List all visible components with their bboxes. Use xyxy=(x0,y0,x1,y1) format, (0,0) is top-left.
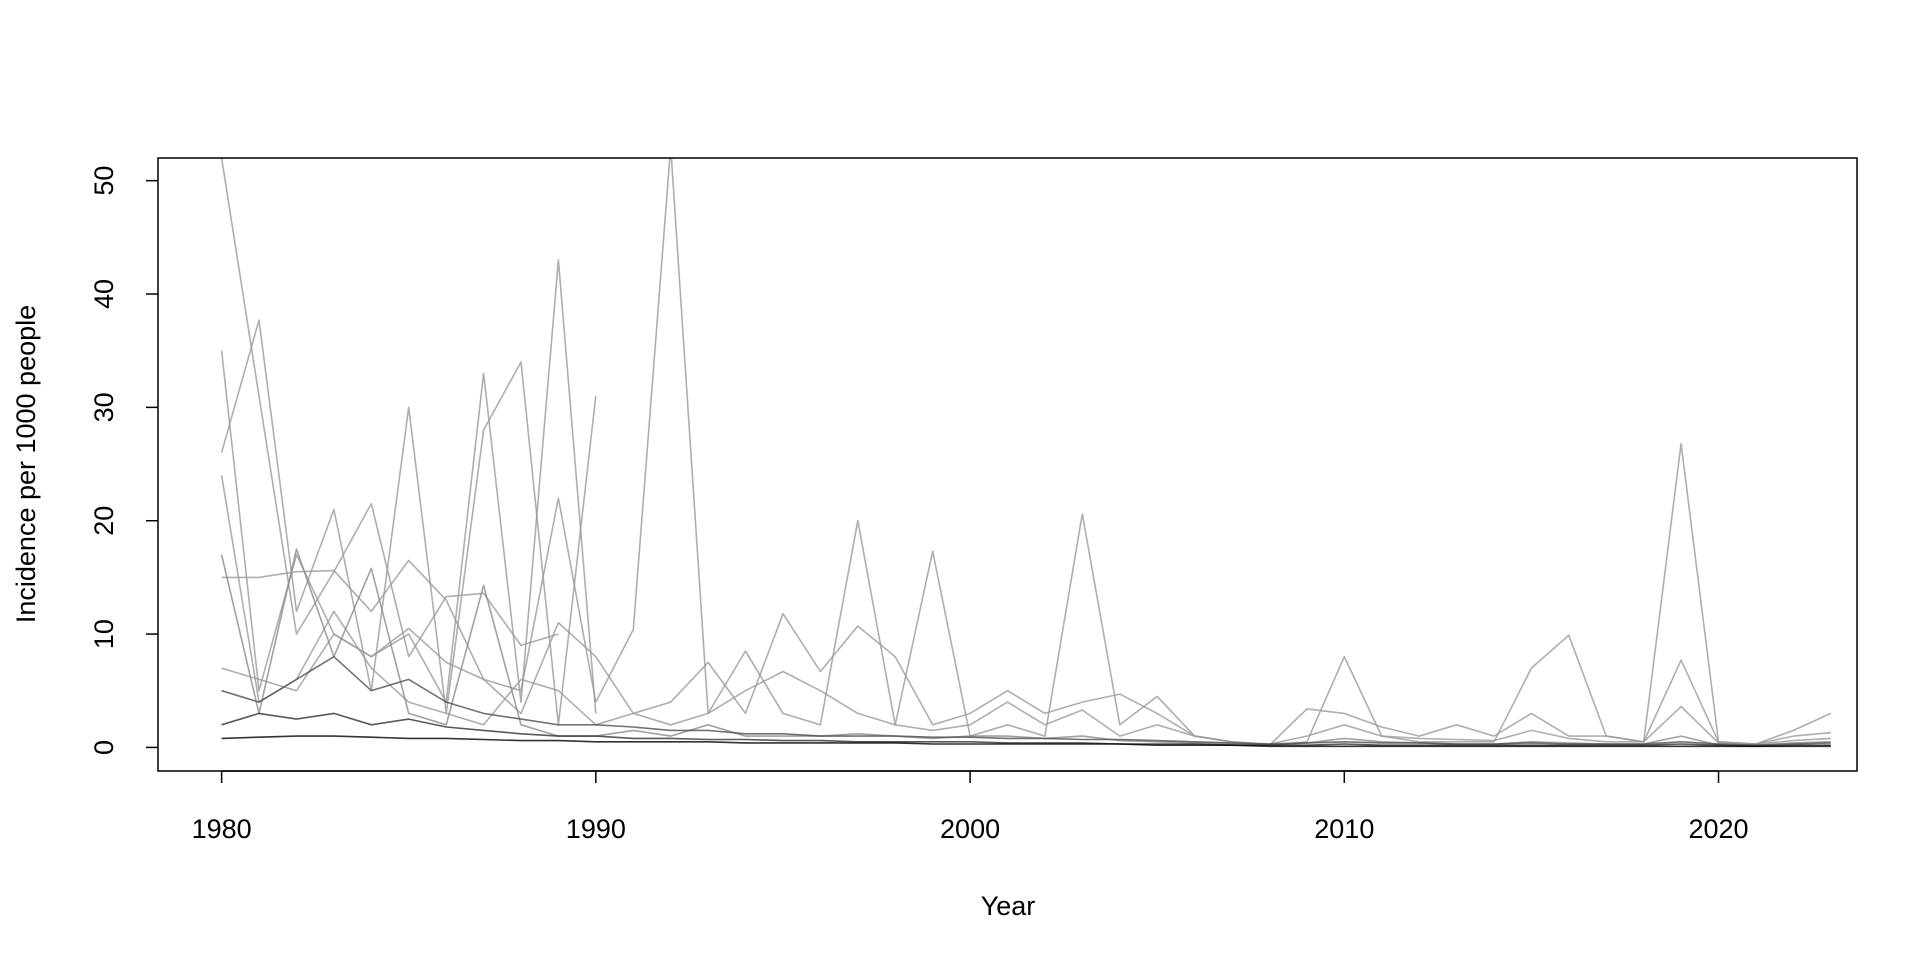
y-tick-label: 0 xyxy=(89,740,119,755)
series-line xyxy=(221,655,1831,746)
x-axis-title: Year xyxy=(981,891,1036,921)
x-tick-label: 2010 xyxy=(1314,814,1374,844)
series-line xyxy=(221,735,1831,748)
series-line xyxy=(221,158,1832,746)
series-line xyxy=(220,548,1831,746)
y-tick-label: 40 xyxy=(89,279,119,309)
series-line xyxy=(220,259,597,714)
series-line xyxy=(220,475,1831,745)
y-tick-label: 30 xyxy=(89,392,119,422)
plot-frame xyxy=(157,157,1858,772)
x-tick-label: 1990 xyxy=(566,814,626,844)
lines-layer xyxy=(220,158,1832,748)
series-line xyxy=(220,158,559,658)
y-tick-label: 50 xyxy=(89,166,119,196)
y-tick-label: 20 xyxy=(89,506,119,536)
x-tick-label: 2020 xyxy=(1688,814,1748,844)
y-tick-label: 10 xyxy=(89,619,119,649)
series-line xyxy=(220,319,597,726)
x-tick-label: 2000 xyxy=(940,814,1000,844)
series-line xyxy=(221,612,1831,746)
series-line xyxy=(221,712,1831,748)
x-tick-label: 1980 xyxy=(192,814,252,844)
y-axis-title: Incidence per 1000 people xyxy=(11,305,41,623)
